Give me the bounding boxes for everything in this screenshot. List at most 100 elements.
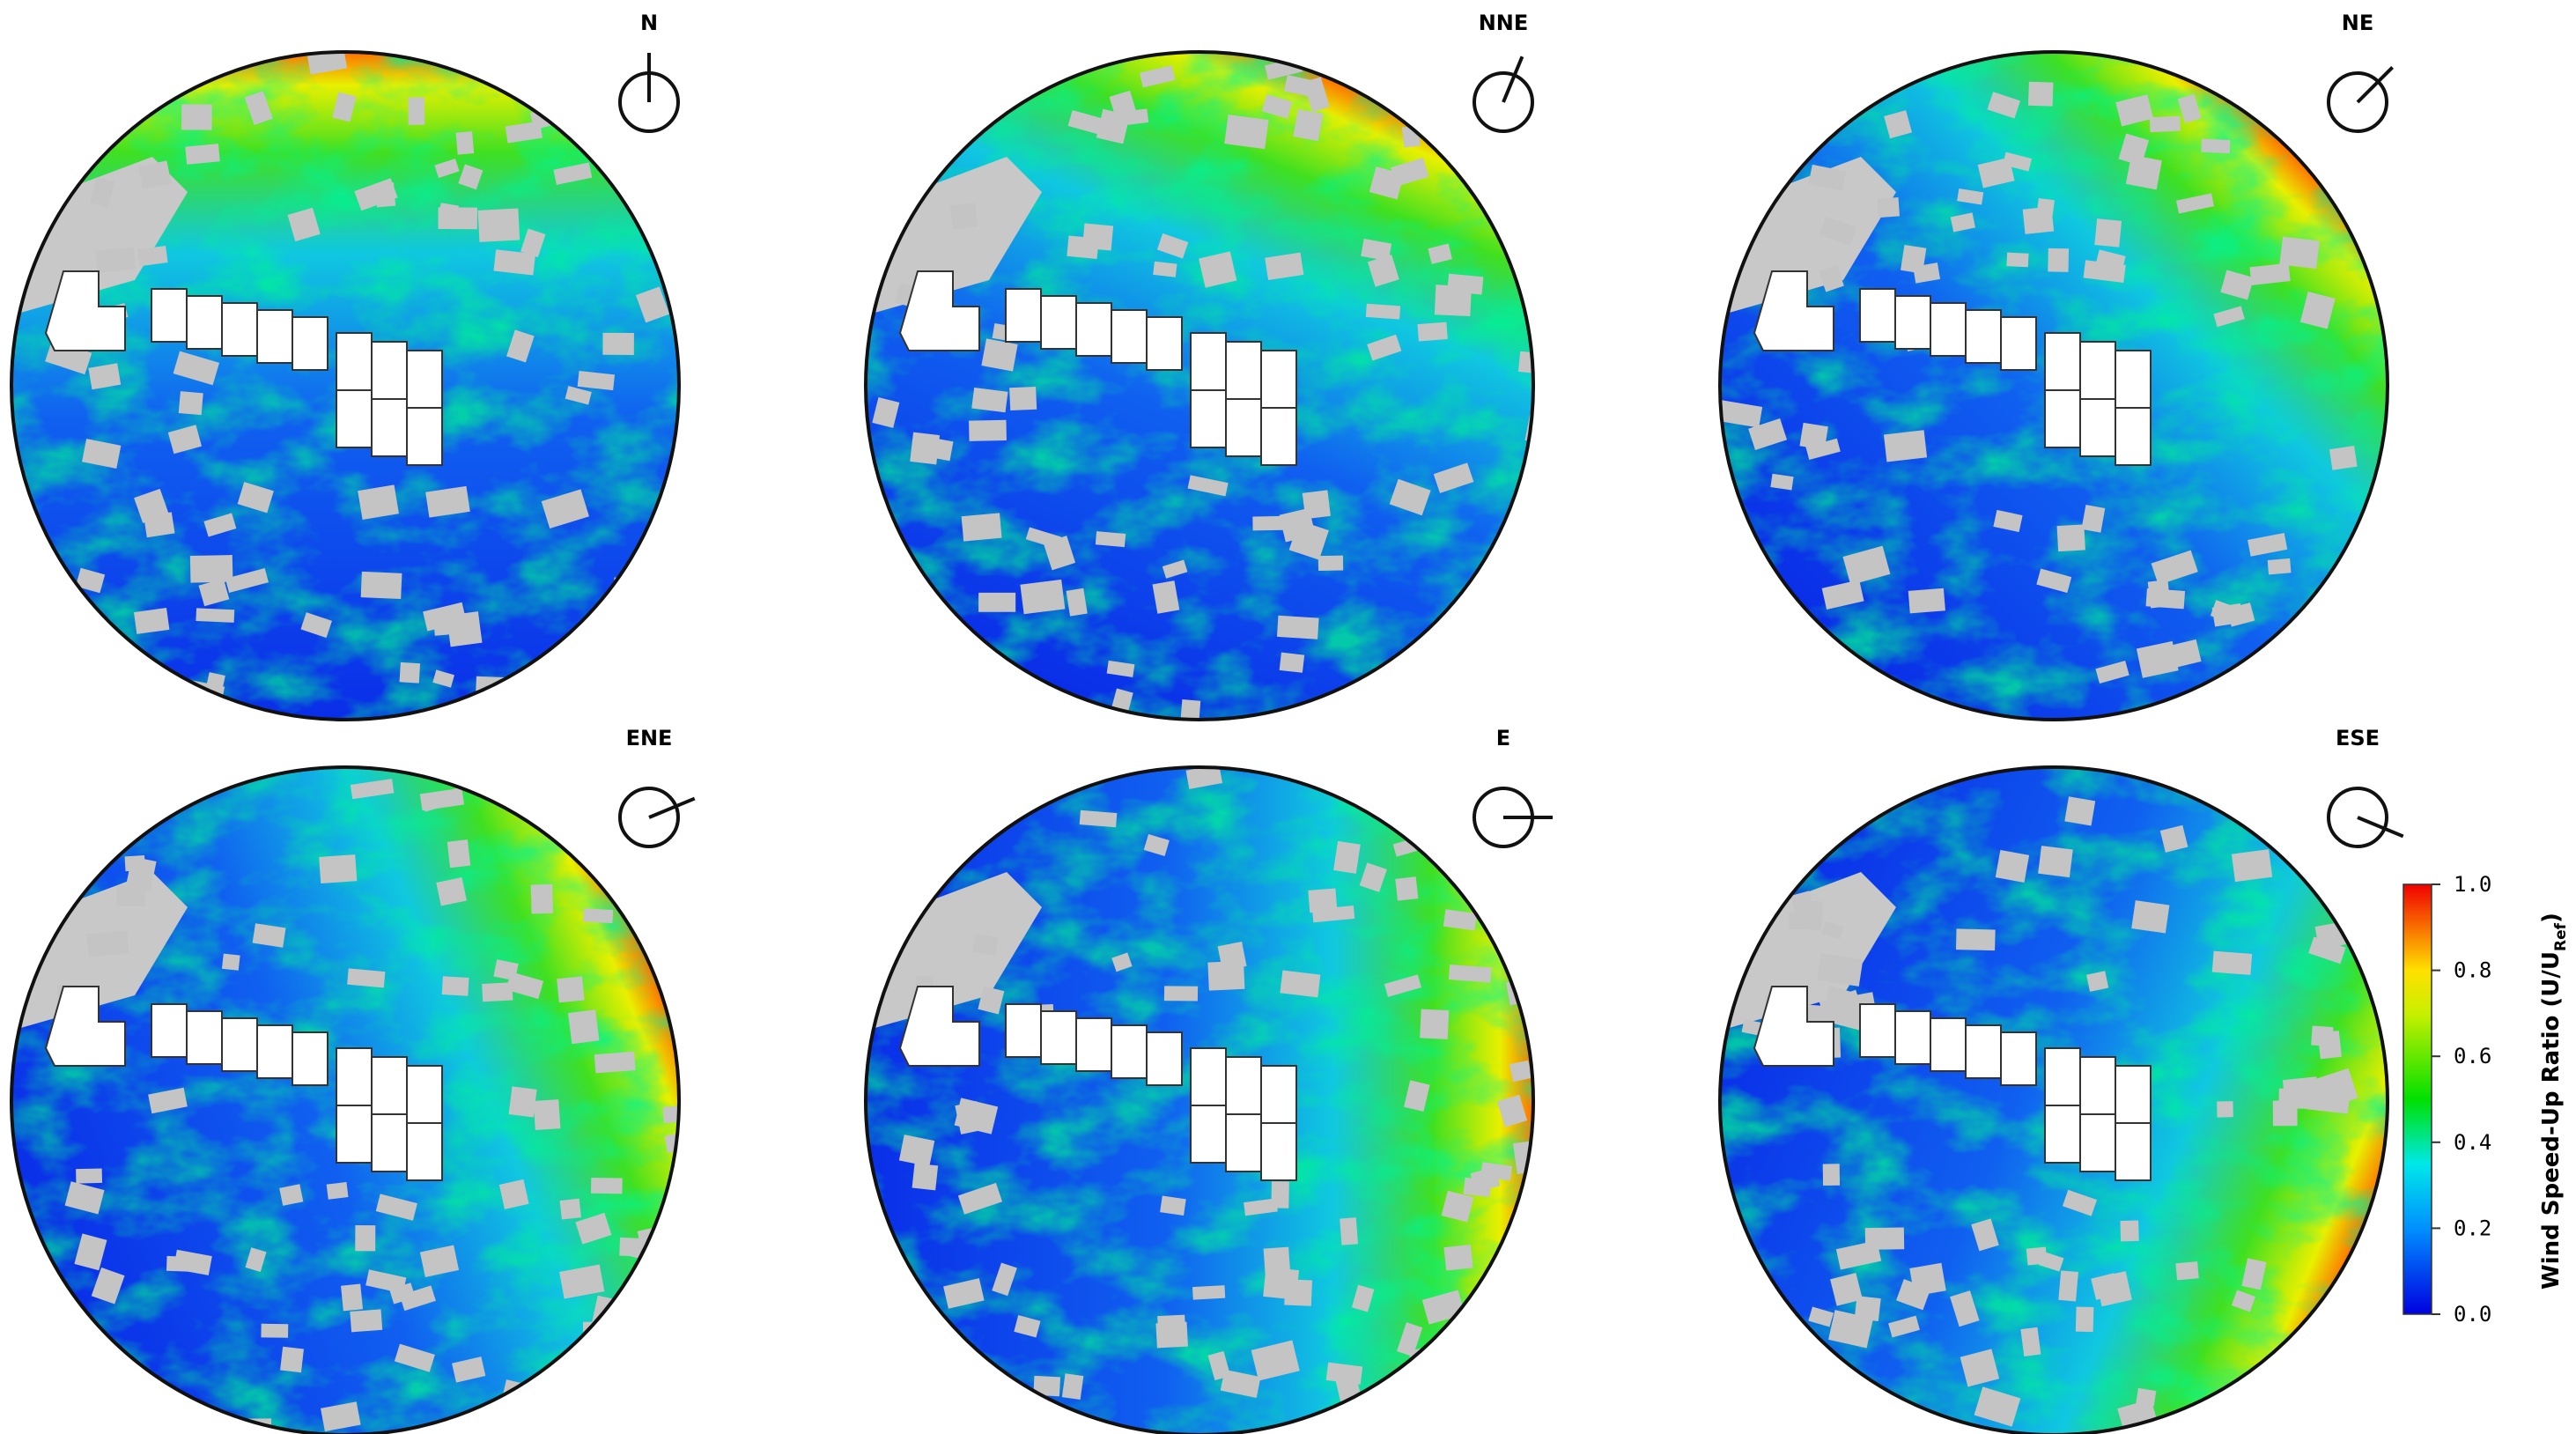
site-building	[1930, 1017, 1967, 1072]
panel-outline	[1718, 50, 2389, 721]
building	[1441, 1190, 1474, 1223]
building	[1043, 536, 1076, 571]
building	[1509, 1060, 1532, 1083]
building	[2177, 93, 2202, 123]
building	[635, 286, 670, 323]
building	[2299, 291, 2336, 329]
site-building	[221, 1017, 258, 1072]
building	[912, 1163, 939, 1191]
building	[1014, 1315, 1041, 1338]
building	[1384, 974, 1421, 997]
building	[2058, 1270, 2078, 1302]
building	[1817, 953, 1864, 987]
site-building	[44, 986, 126, 1067]
building	[225, 567, 269, 594]
building	[1842, 545, 1891, 586]
building	[1404, 1080, 1430, 1112]
building	[1207, 960, 1245, 991]
building	[319, 854, 358, 883]
site-building	[1225, 398, 1262, 457]
site-building	[1894, 295, 1931, 350]
building	[1365, 303, 1401, 320]
building	[95, 247, 137, 273]
building	[482, 982, 513, 1002]
building	[1950, 1290, 1980, 1327]
building	[1821, 920, 1844, 940]
site-building	[1225, 341, 1262, 400]
site-building	[1075, 1017, 1112, 1072]
building	[477, 208, 520, 242]
wind-panel: E	[864, 726, 1553, 1434]
building	[530, 883, 554, 914]
site-building	[1753, 986, 1834, 1067]
building	[1192, 1285, 1226, 1300]
site-building	[151, 1003, 188, 1058]
building	[1265, 252, 1304, 281]
panel-outline	[1718, 765, 2389, 1434]
building	[1888, 1315, 1920, 1338]
site-building	[2000, 316, 2037, 371]
building	[203, 513, 237, 537]
building	[90, 177, 115, 208]
building	[1901, 244, 1927, 274]
building	[436, 877, 467, 906]
building	[911, 434, 954, 462]
site-building	[1190, 1105, 1227, 1164]
colorbar-tick-label: 0.6	[2454, 1044, 2491, 1068]
building	[1389, 478, 1431, 516]
site-building	[1894, 1010, 1931, 1065]
building	[2149, 115, 2181, 133]
building	[1770, 473, 1794, 491]
building	[326, 1181, 349, 1200]
building	[1303, 77, 1330, 113]
site-building	[1260, 407, 1297, 466]
building	[872, 397, 900, 428]
flow-field	[1720, 767, 2388, 1434]
building	[1957, 188, 1984, 205]
building	[1987, 92, 2021, 119]
building	[1792, 899, 1824, 931]
flow-field	[1720, 52, 2388, 720]
building	[664, 1130, 679, 1154]
wind-panel: ESE	[1718, 726, 2404, 1434]
building	[1960, 1349, 2000, 1387]
building	[957, 1182, 1003, 1215]
building	[91, 1267, 125, 1305]
building	[1993, 509, 2023, 533]
building	[1971, 1218, 1999, 1252]
building	[969, 419, 1007, 441]
wind-panel: ENE	[10, 726, 696, 1434]
building	[300, 612, 332, 639]
site-building	[1753, 270, 1834, 351]
site-building	[898, 986, 980, 1067]
site-building	[1225, 1056, 1262, 1115]
site-building	[2115, 1065, 2152, 1124]
site-building	[371, 398, 408, 457]
building	[1079, 809, 1118, 828]
building	[1009, 386, 1037, 411]
site-building	[336, 389, 373, 448]
building	[559, 1264, 605, 1299]
building	[1361, 239, 1392, 262]
building	[1434, 285, 1472, 316]
panel-outline	[864, 765, 1535, 1434]
building	[1318, 555, 1344, 571]
building	[498, 1179, 529, 1209]
building	[1720, 400, 1763, 428]
building	[332, 92, 357, 122]
building	[1995, 849, 2030, 883]
building	[1433, 462, 1474, 493]
building	[2062, 1189, 2098, 1216]
building	[2329, 446, 2358, 470]
building	[1288, 520, 1329, 560]
building	[178, 391, 203, 416]
building	[1251, 1340, 1300, 1381]
site-building	[2044, 332, 2081, 391]
building	[432, 669, 455, 688]
colorbar: Wind Speed-Up Ratio (U/URef) 0.0 0.2 0.4 0.…	[2403, 872, 2570, 1327]
building	[1224, 115, 1269, 150]
colorbar-title: Wind Speed-Up Ratio (U/URef)	[2538, 913, 2570, 1290]
building	[421, 787, 462, 812]
building	[125, 856, 157, 892]
building	[1822, 1164, 1841, 1186]
